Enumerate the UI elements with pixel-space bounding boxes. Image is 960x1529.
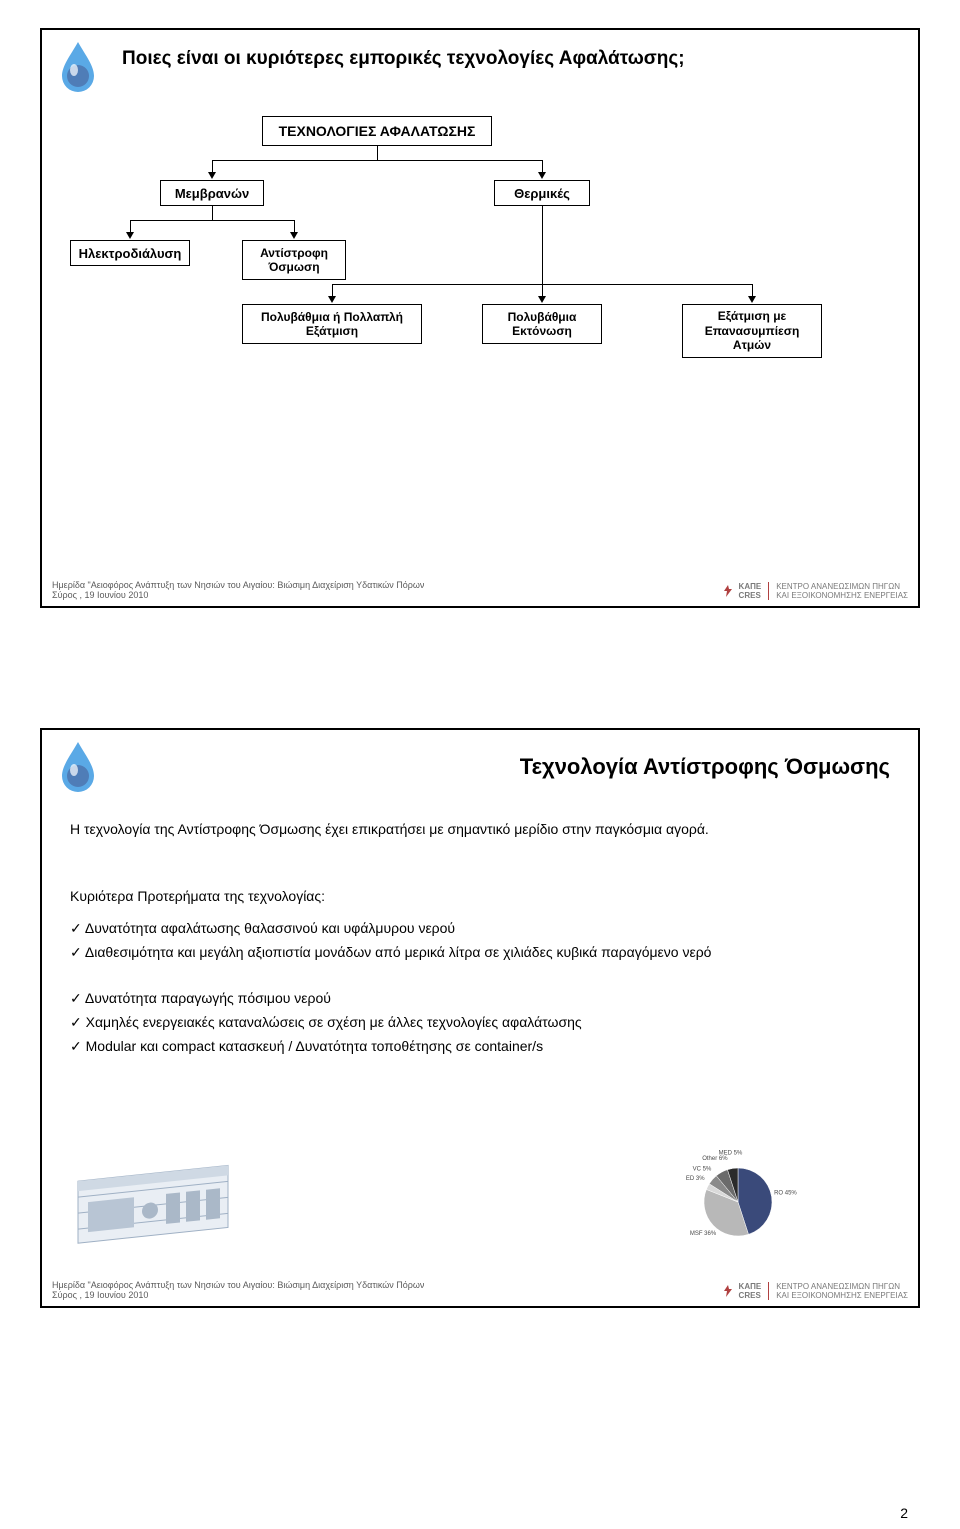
arrow-down-icon bbox=[538, 296, 546, 303]
footer-right: ΚΑΠΕ CRES ΚΕΝΤΡΟ ΑΝΑΝΕΩΣΙΜΩΝ ΠΗΓΩΝ ΚΑΙ Ε… bbox=[721, 1282, 908, 1300]
svg-text:MSF 36%: MSF 36% bbox=[690, 1231, 717, 1237]
tree-node-reverse-osmosis: Αντίστροφη Όσμωση bbox=[242, 240, 346, 280]
tree-node-mef: Πολυβάθμια ή Πολλαπλή Εξάτμιση bbox=[242, 304, 422, 344]
arrow-down-icon bbox=[328, 296, 336, 303]
tree-root: ΤΕΧΝΟΛΟΓΙΕΣ ΑΦΑΛΑΤΩΣΗΣ bbox=[262, 116, 492, 146]
svg-text:Other 6%: Other 6% bbox=[702, 1156, 728, 1162]
slide-footer: Ημερίδα "Αειοφόρος Ανάπτυξη των Νησιών τ… bbox=[52, 580, 908, 600]
tree-connector bbox=[130, 220, 294, 221]
footer-line1: Ημερίδα "Αειοφόρος Ανάπτυξη των Νησιών τ… bbox=[52, 1280, 424, 1290]
footer-divider bbox=[768, 1282, 769, 1300]
footer-left: Ημερίδα "Αειοφόρος Ανάπτυξη των Νησιών τ… bbox=[52, 1280, 424, 1300]
slide2-title: Τεχνολογία Αντίστροφης Όσμωσης bbox=[520, 754, 890, 780]
svg-text:VC 5%: VC 5% bbox=[693, 1166, 712, 1172]
water-drop-logo-icon bbox=[52, 740, 104, 792]
tree-connector bbox=[212, 160, 542, 161]
arrow-down-icon bbox=[208, 172, 216, 179]
kape-logo-icon bbox=[721, 584, 735, 598]
footer-left: Ημερίδα "Αειοφόρος Ανάπτυξη των Νησιών τ… bbox=[52, 580, 424, 600]
footer-divider bbox=[768, 582, 769, 600]
footer-line2: Σύρος , 19 Ιουνίου 2010 bbox=[52, 1290, 424, 1300]
arrow-down-icon bbox=[748, 296, 756, 303]
tree-node-thermal: Θερμικές bbox=[494, 180, 590, 206]
footer-org-sub: ΚΕΝΤΡΟ ΑΝΑΝΕΩΣΙΜΩΝ ΠΗΓΩΝ ΚΑΙ ΕΞΟΙΚΟΝΟΜΗΣ… bbox=[776, 1282, 908, 1300]
arrow-down-icon bbox=[290, 232, 298, 239]
slide-1: Ποιες είναι οι κυριότερες εμπορικές τεχν… bbox=[40, 28, 920, 608]
bullet-1: Δυνατότητα αφαλάτωσης θαλασσινού και υφά… bbox=[70, 918, 890, 938]
bullet-4: Χαμηλές ενεργειακές καταναλώσεις σε σχέσ… bbox=[70, 1012, 890, 1032]
bullet-2: Διαθεσιμότητα και μεγάλη αξιοπιστία μονά… bbox=[70, 942, 890, 962]
market-share-pie-chart: RO 45% MSF 36% ED 3% VC 5% Other 6%MED 5% bbox=[678, 1144, 798, 1254]
slide-footer: Ημερίδα "Αειοφόρος Ανάπτυξη των Νησιών τ… bbox=[52, 1280, 908, 1300]
tree-connector bbox=[542, 206, 543, 284]
tree-connector bbox=[377, 146, 378, 160]
slide1-title: Ποιες είναι οι κυριότερες εμπορικές τεχν… bbox=[122, 48, 685, 70]
footer-right: ΚΑΠΕ CRES ΚΕΝΤΡΟ ΑΝΑΝΕΩΣΙΜΩΝ ΠΗΓΩΝ ΚΑΙ Ε… bbox=[721, 582, 908, 600]
slide2-subtitle: Κυριότερα Προτερήματα της τεχνολογίας: bbox=[70, 888, 325, 904]
bullet-5: Modular και compact κατασκευή / Δυνατότη… bbox=[70, 1036, 890, 1056]
slide-2: Τεχνολογία Αντίστροφης Όσμωσης Η τεχνολο… bbox=[40, 728, 920, 1308]
kape-logo-icon bbox=[721, 1284, 735, 1298]
water-drop-logo-icon bbox=[52, 40, 104, 92]
page-number: 2 bbox=[900, 1505, 908, 1521]
tree-node-membranes: Μεμβρανών bbox=[160, 180, 264, 206]
footer-org: ΚΑΠΕ CRES bbox=[739, 582, 762, 600]
footer-line2: Σύρος , 19 Ιουνίου 2010 bbox=[52, 590, 424, 600]
tree-connector bbox=[212, 206, 213, 220]
footer-org-sub: ΚΕΝΤΡΟ ΑΝΑΝΕΩΣΙΜΩΝ ΠΗΓΩΝ ΚΑΙ ΕΞΟΙΚΟΝΟΜΗΣ… bbox=[776, 582, 908, 600]
arrow-down-icon bbox=[126, 232, 134, 239]
svg-text:ED 3%: ED 3% bbox=[686, 1176, 705, 1182]
tree-node-msf: Πολυβάθμια Εκτόνωση bbox=[482, 304, 602, 344]
arrow-down-icon bbox=[538, 172, 546, 179]
slide2-intro: Η τεχνολογία της Αντίστροφης Όσμωσης έχε… bbox=[70, 820, 890, 839]
footer-line1: Ημερίδα "Αειοφόρος Ανάπτυξη των Νησιών τ… bbox=[52, 580, 424, 590]
footer-org: ΚΑΠΕ CRES bbox=[739, 1282, 762, 1300]
svg-text:MED 5%: MED 5% bbox=[719, 1151, 743, 1157]
tree-node-mvc: Εξάτμιση με Επανασυμπίεση Ατμών bbox=[682, 304, 822, 358]
tree-node-electrodialysis: Ηλεκτροδιάλυση bbox=[70, 240, 190, 266]
ro-container-illustration-icon bbox=[70, 1164, 240, 1254]
svg-text:RO 45%: RO 45% bbox=[774, 1190, 797, 1196]
bullet-3: Δυνατότητα παραγωγής πόσιμου νερού bbox=[70, 988, 890, 1008]
